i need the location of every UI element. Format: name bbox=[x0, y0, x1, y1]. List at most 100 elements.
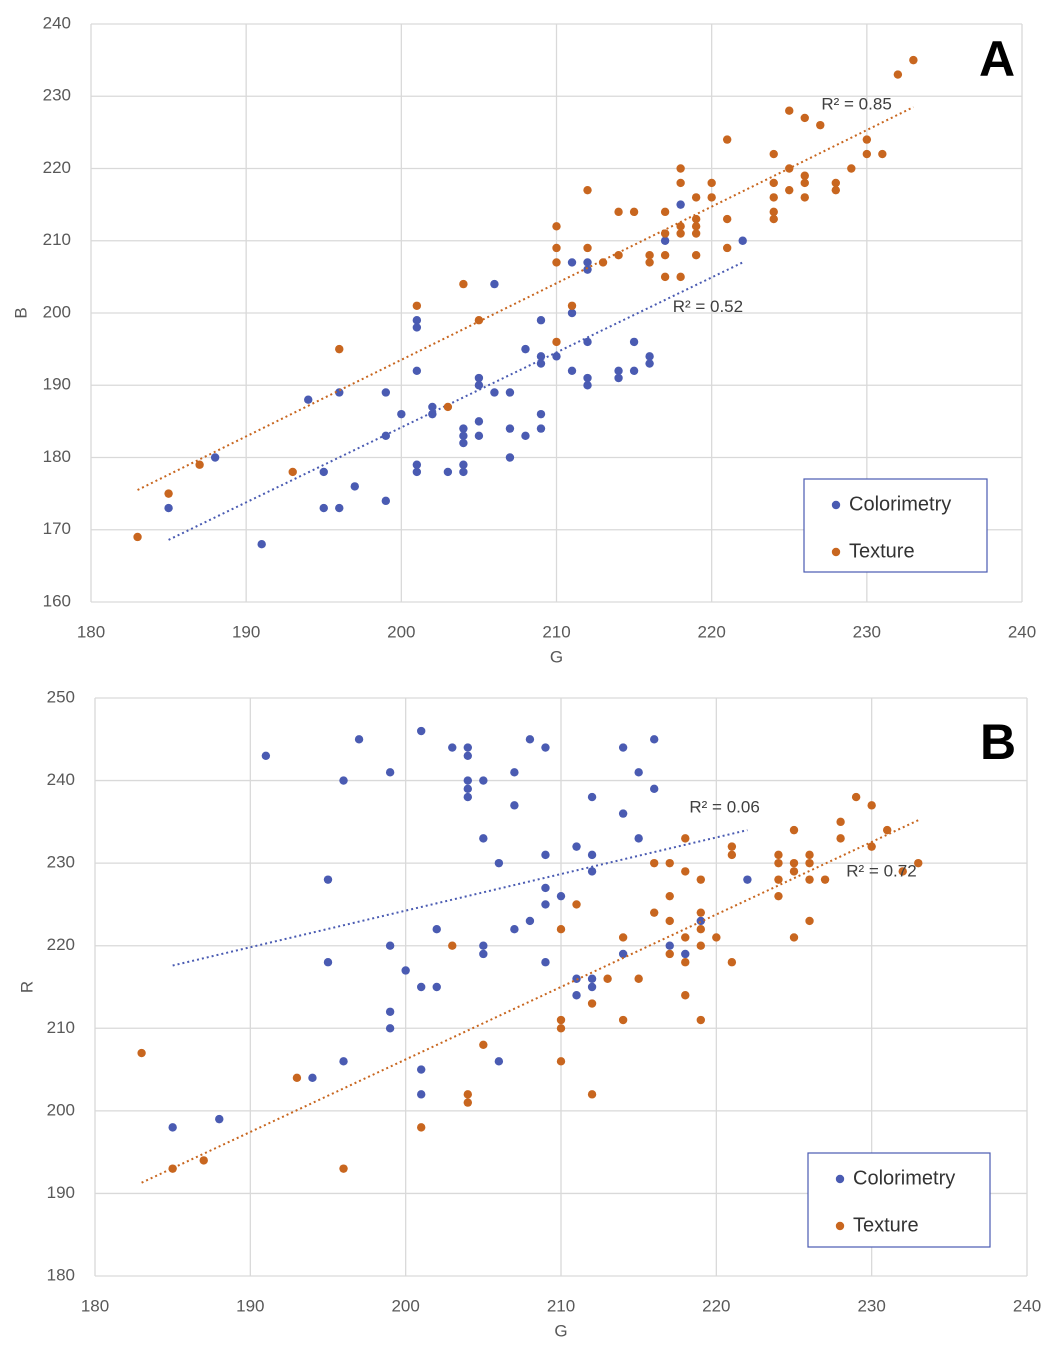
scatter-point bbox=[727, 958, 737, 967]
scatter-point bbox=[836, 817, 845, 827]
scatter-point bbox=[319, 467, 328, 477]
scatter-point bbox=[618, 743, 628, 752]
scatter-point bbox=[681, 834, 690, 843]
scatter-point bbox=[681, 991, 690, 1000]
scatter-point bbox=[556, 925, 566, 934]
trendline bbox=[137, 106, 914, 491]
scatter-point bbox=[800, 113, 809, 123]
legend-box bbox=[803, 478, 988, 573]
scatter-point bbox=[572, 900, 581, 909]
scatter-point bbox=[785, 106, 794, 115]
scatter-point bbox=[785, 185, 794, 195]
scatter-point bbox=[645, 258, 654, 267]
scatter-point bbox=[681, 867, 690, 876]
scatter-point bbox=[479, 834, 488, 843]
scatter-point bbox=[479, 949, 488, 959]
x-tick-label: 200 bbox=[387, 622, 415, 641]
scatter-point bbox=[629, 366, 639, 375]
chart-panel: 180 190 200 210 220 230 240 160 170 180 190 200 210 2… bbox=[11, 13, 1036, 666]
scatter-point bbox=[412, 366, 422, 375]
scatter-point bbox=[572, 842, 581, 851]
scatter-point bbox=[883, 825, 892, 835]
x-tick-label: 210 bbox=[542, 622, 570, 641]
scatter-point bbox=[417, 1123, 426, 1132]
scatter-point bbox=[417, 726, 426, 736]
scatter-point bbox=[743, 875, 752, 884]
scatter-point bbox=[645, 359, 654, 368]
scatter-point bbox=[665, 891, 674, 901]
scatter-point bbox=[878, 149, 887, 159]
y-axis-label: B bbox=[11, 307, 30, 318]
legend: Colorimetry Texture bbox=[803, 478, 988, 573]
scatter-point bbox=[618, 933, 628, 942]
scatter-point bbox=[536, 409, 546, 419]
scatter-point bbox=[696, 908, 705, 917]
scatter-point bbox=[463, 743, 472, 752]
scatter-point bbox=[556, 1057, 566, 1066]
scatter-point bbox=[691, 193, 701, 202]
scatter-point bbox=[583, 185, 592, 195]
x-tick-label: 180 bbox=[81, 1296, 109, 1315]
y-tick-label: 160 bbox=[43, 591, 71, 610]
scatter-point bbox=[339, 1164, 348, 1173]
scatter-point bbox=[629, 207, 639, 217]
scatter-point bbox=[851, 792, 861, 802]
scatter-point bbox=[541, 900, 550, 909]
scatter-point bbox=[443, 402, 453, 412]
legend-label: Colorimetry bbox=[853, 1167, 955, 1189]
legend-label: Colorimetry bbox=[849, 493, 951, 515]
x-tick-label: 190 bbox=[236, 1296, 264, 1315]
scatter-point bbox=[738, 236, 747, 245]
x-tick-label: 180 bbox=[77, 622, 105, 641]
scatter-point bbox=[831, 178, 840, 188]
scatter-point bbox=[707, 178, 716, 188]
scatter-point bbox=[490, 279, 499, 289]
scatter-point bbox=[676, 178, 685, 188]
scatter-point bbox=[676, 222, 685, 231]
scatter-point bbox=[583, 243, 592, 253]
scatter-point bbox=[335, 503, 344, 513]
scatter-point bbox=[769, 207, 778, 217]
scatter-point bbox=[583, 381, 592, 390]
legend-marker bbox=[831, 547, 841, 557]
y-tick-label: 240 bbox=[43, 13, 71, 32]
scatter-point bbox=[696, 875, 705, 884]
scatter-point bbox=[505, 424, 515, 433]
trendline bbox=[141, 819, 919, 1184]
trendline bbox=[168, 261, 744, 541]
x-tick-label: 210 bbox=[547, 1296, 575, 1315]
scatter-point bbox=[350, 482, 359, 491]
r-squared-label: R² = 0.85 bbox=[821, 95, 891, 114]
scatter-point bbox=[614, 366, 623, 375]
scatter-point bbox=[587, 974, 597, 983]
scatter-point bbox=[634, 768, 643, 777]
scatter-point bbox=[494, 858, 504, 868]
scatter-point bbox=[133, 532, 142, 542]
scatter-point bbox=[800, 193, 809, 202]
legend-marker bbox=[835, 1221, 845, 1231]
scatter-point bbox=[385, 768, 395, 777]
scatter-point bbox=[789, 825, 799, 835]
scatter-point bbox=[168, 1123, 177, 1132]
scatter-point bbox=[567, 301, 577, 310]
scatter-point bbox=[634, 834, 643, 843]
scatter-point bbox=[215, 1114, 224, 1124]
scatter-point bbox=[304, 395, 313, 404]
scatter-point bbox=[556, 1015, 566, 1025]
scatter-point bbox=[354, 735, 364, 744]
scatter-point bbox=[164, 489, 173, 498]
scatter-point bbox=[459, 424, 468, 433]
chart-panel: 180 190 200 210 220 230 240 180 190 200 210 220 230 2… bbox=[17, 687, 1041, 1340]
scatter-point bbox=[432, 925, 441, 934]
panel-label: A bbox=[979, 31, 1015, 87]
scatter-point bbox=[676, 164, 685, 173]
scatter-point bbox=[769, 214, 778, 224]
y-tick-label: 200 bbox=[47, 1100, 75, 1119]
scatter-point bbox=[727, 842, 737, 851]
y-tick-label: 210 bbox=[43, 230, 71, 249]
scatter-point bbox=[428, 402, 437, 412]
scatter-point bbox=[474, 431, 484, 441]
scatter-point bbox=[665, 949, 674, 959]
scatter-point bbox=[463, 776, 472, 785]
